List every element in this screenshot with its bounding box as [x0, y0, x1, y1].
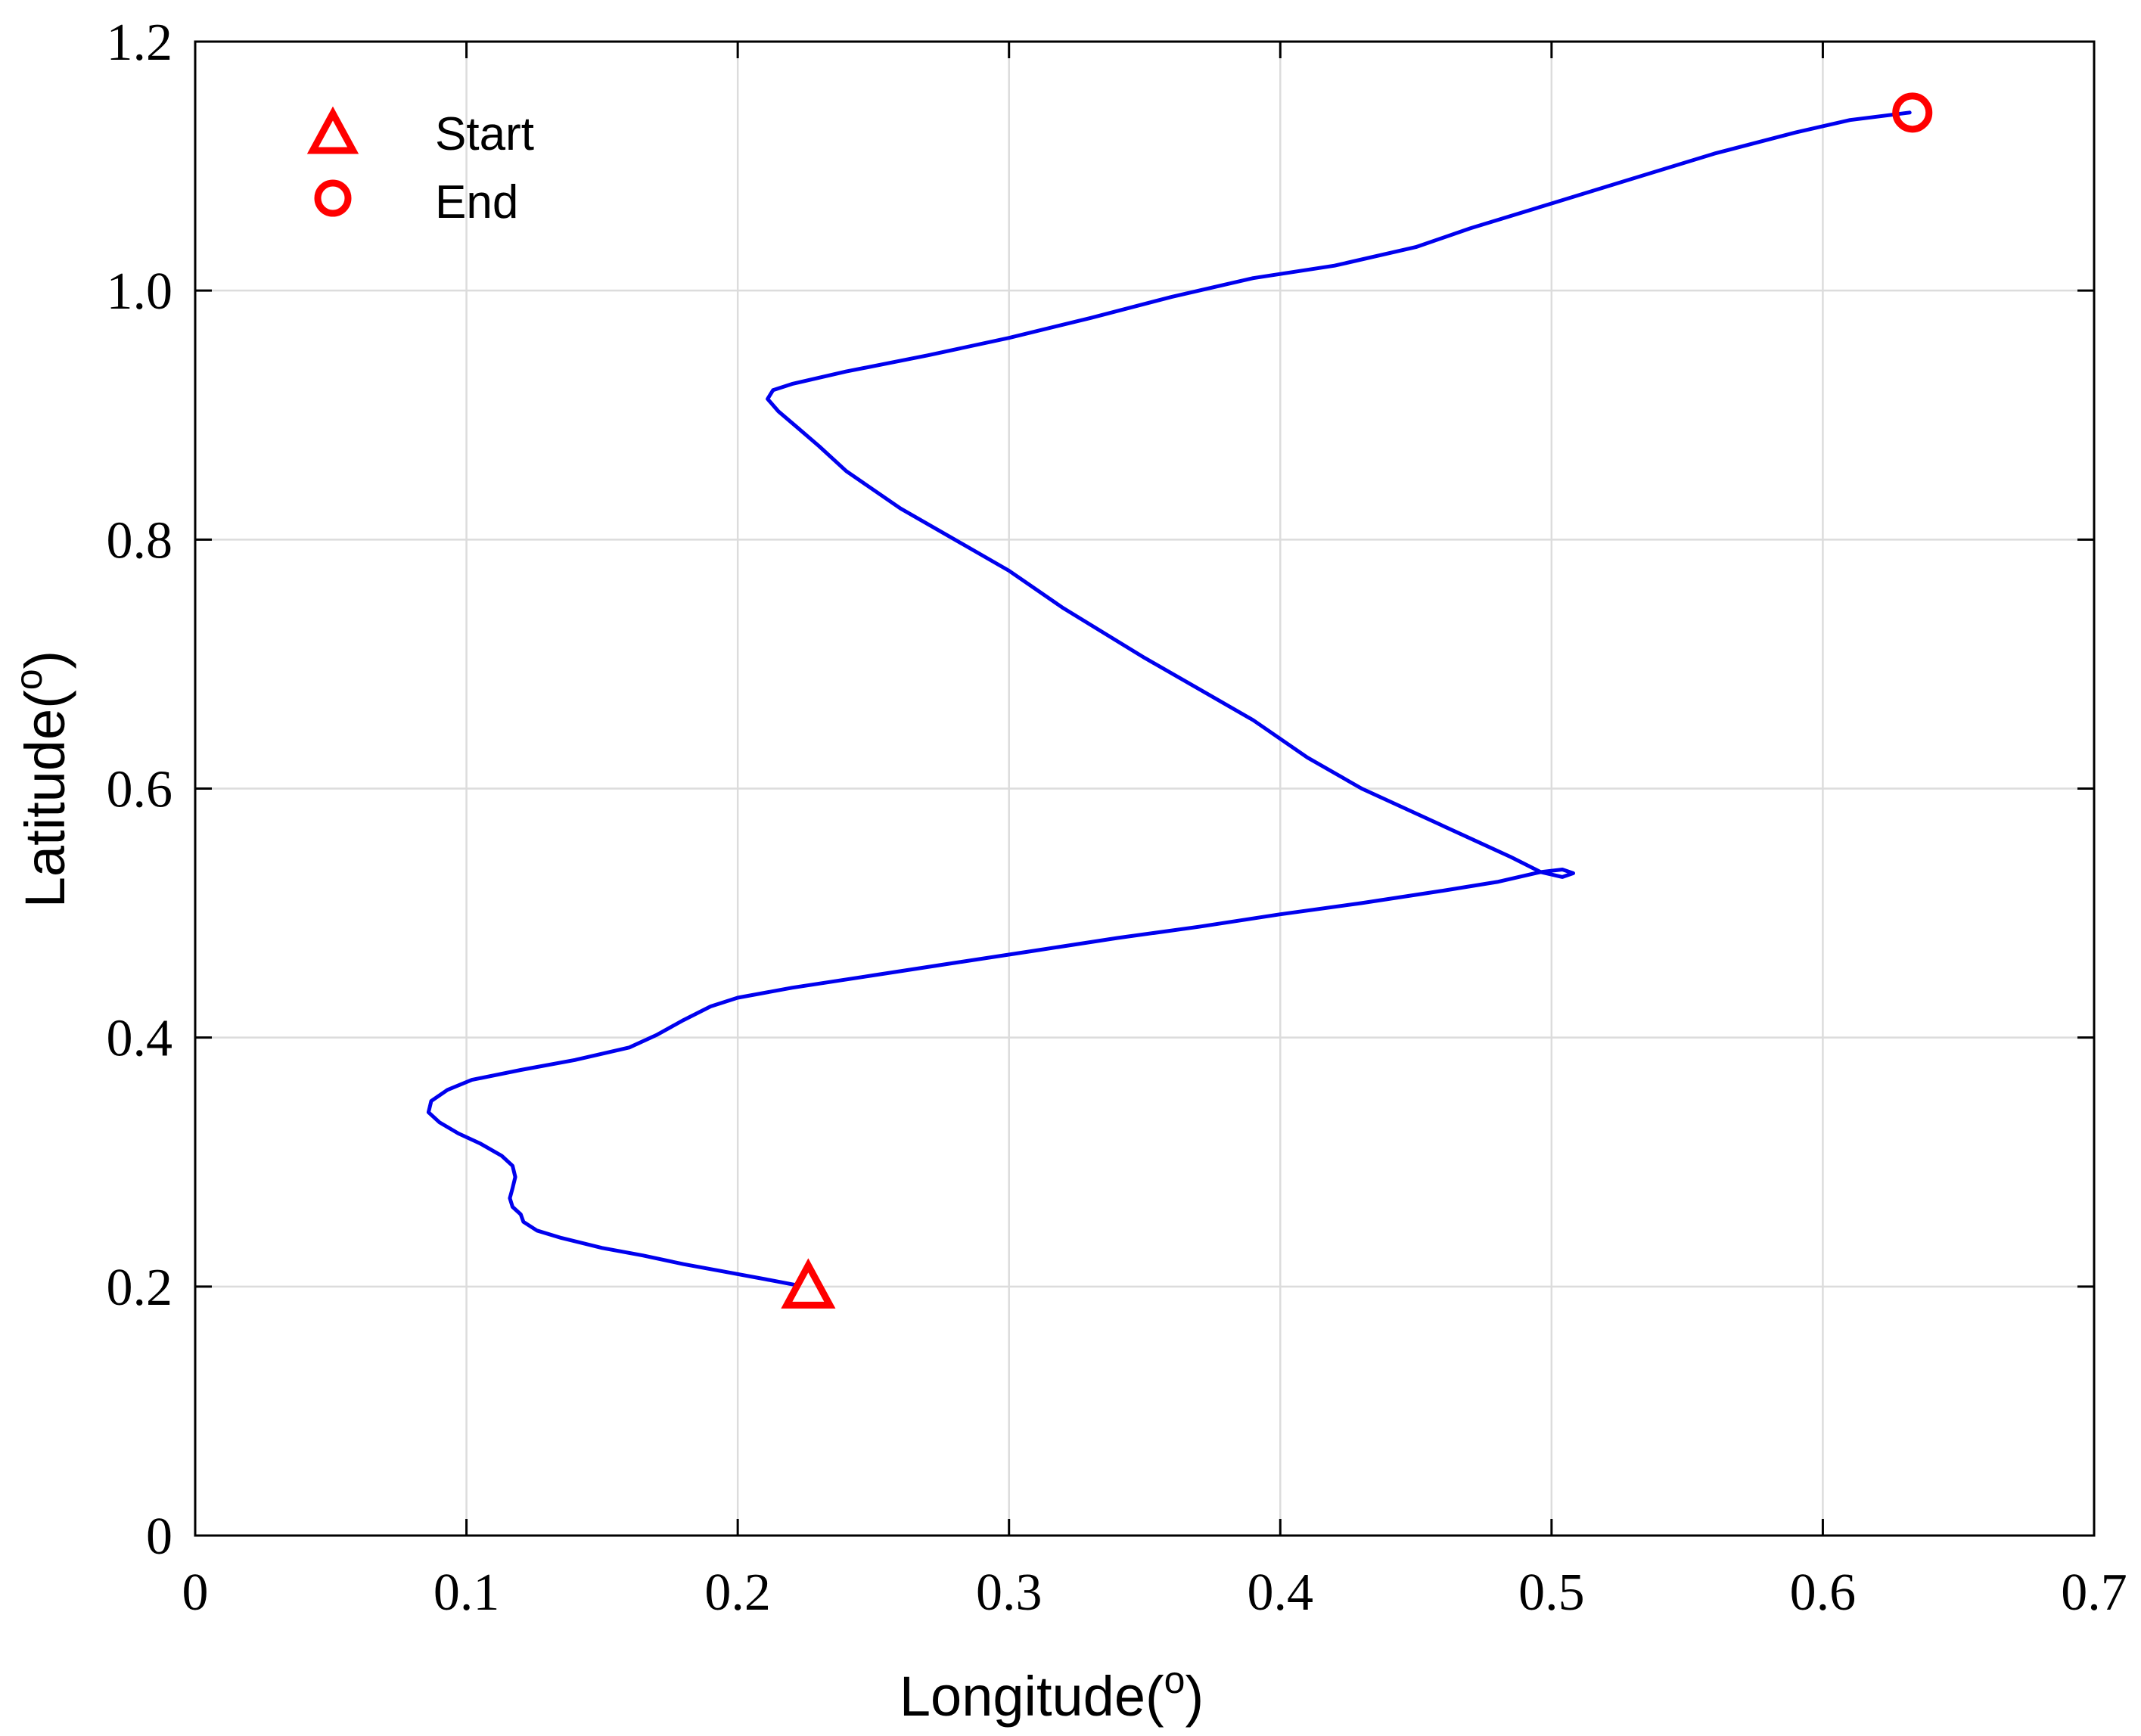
x-tick-label: 0.1: [433, 1564, 500, 1622]
end-marker: [1892, 92, 1933, 133]
x-tick-label: 0.5: [1518, 1564, 1585, 1622]
grid: [195, 42, 2094, 1536]
legend: Start End: [306, 106, 534, 228]
y-tick-label: 1.2: [107, 14, 173, 72]
start-marker: [781, 1258, 836, 1309]
legend-label-start: Start: [435, 108, 534, 160]
x-tick-label: 0: [182, 1564, 209, 1622]
y-tick-label: 0: [146, 1508, 172, 1566]
legend-end-marker: [314, 179, 352, 217]
y-tick-label: 0.4: [107, 1010, 173, 1068]
trajectory-line: [426, 110, 1912, 1287]
legend-label-end: End: [435, 176, 518, 228]
y-axis-title: Latitude(o): [8, 651, 76, 908]
x-tick-label: 0.6: [1790, 1564, 1857, 1622]
y-tick-label: 0.8: [107, 511, 173, 570]
y-tick-label: 0.2: [107, 1259, 173, 1317]
x-tick-label: 0.7: [2061, 1564, 2127, 1622]
x-tick-label: 0.3: [976, 1564, 1043, 1622]
x-axis-title: Longitude(o): [900, 1659, 1204, 1728]
x-tick-label: 0.4: [1248, 1564, 1314, 1622]
ticks: 0 0.1 0.2 0.3 0.4 0.5 0.6 0.7 0 0.2 0.4 0.6 0.8 1.0 1.…: [107, 14, 2127, 1622]
series-layer: [426, 110, 1912, 1287]
x-tick-label: 0.2: [704, 1564, 771, 1622]
markers: [781, 92, 1933, 1309]
y-tick-label: 0.6: [107, 761, 173, 819]
legend-start-marker: [306, 106, 359, 154]
y-tick-label: 1.0: [107, 262, 173, 321]
